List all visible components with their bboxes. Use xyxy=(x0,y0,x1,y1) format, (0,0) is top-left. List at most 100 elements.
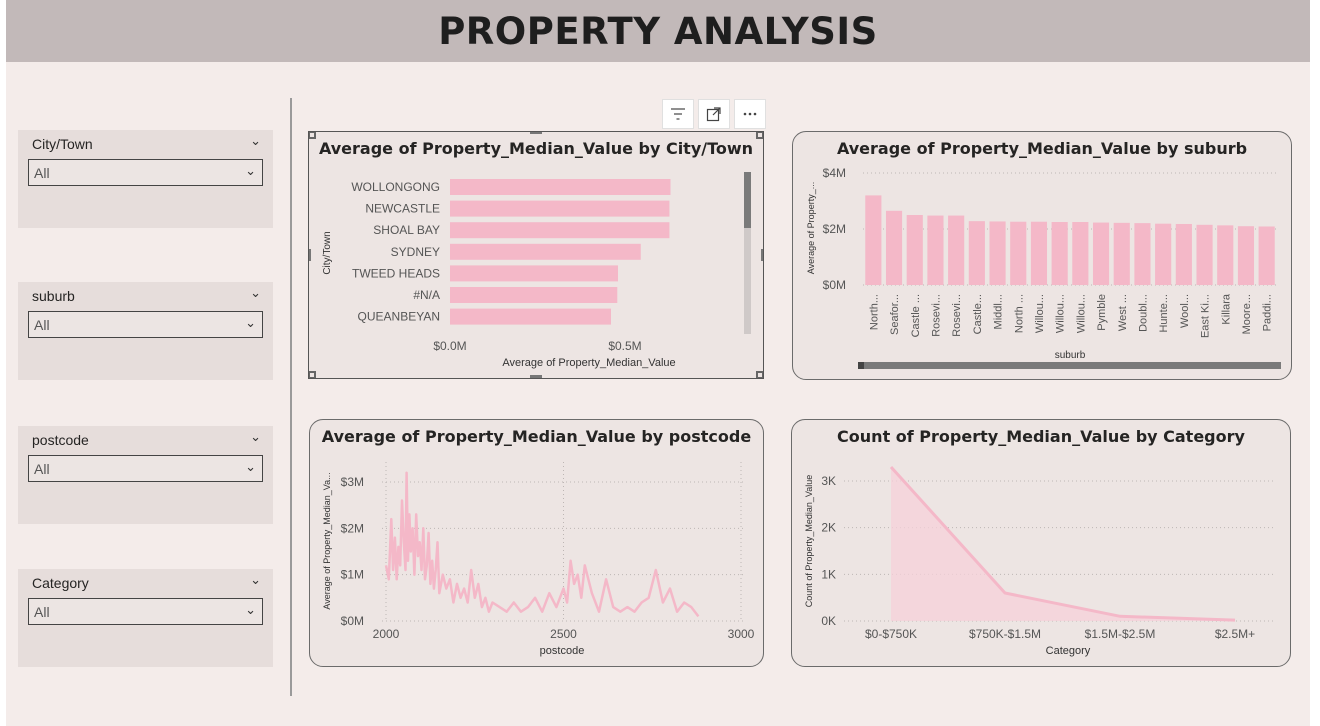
category-label: North ... xyxy=(1013,294,1025,333)
category-label: QUEANBEYAN xyxy=(358,310,440,324)
bar xyxy=(450,265,618,282)
category-label: #N/A xyxy=(413,288,440,302)
dropdown-value: All xyxy=(34,165,50,181)
x-tick-label: 3000 xyxy=(728,627,755,641)
chart-card-city-town[interactable]: Average of Property_Median_Value by City… xyxy=(308,131,764,379)
y-tick-label: 3K xyxy=(821,474,836,488)
page-title: PROPERTY ANALYSIS xyxy=(438,9,878,53)
bar xyxy=(450,287,618,303)
suburb-dropdown[interactable]: All ⌄ xyxy=(28,311,263,338)
category-label: WOLLONGONG xyxy=(351,180,440,194)
slicer-category: Category ⌄ All ⌄ xyxy=(18,569,273,667)
resize-handle xyxy=(756,132,763,139)
chevron-down-icon[interactable]: ⌄ xyxy=(250,430,261,445)
category-label: East Ki... xyxy=(1200,294,1212,338)
bar xyxy=(1134,223,1151,285)
y-axis-title: Average of Property_... xyxy=(806,182,816,274)
category-label: NEWCASTLE xyxy=(365,202,440,216)
x-axis-title: postcode xyxy=(540,645,585,657)
suburb-bar-chart: $0M $2M $4M North... Seafor... Castle ... Rose… xyxy=(806,166,1281,369)
bar xyxy=(948,215,965,285)
slicer-suburb: suburb ⌄ All ⌄ xyxy=(18,282,273,380)
city-town-bar-chart: WOLLONGONG NEWCASTLE SHOAL BAY SYDNEY TWEED … xyxy=(309,132,763,378)
bar xyxy=(450,222,670,239)
chevron-down-icon[interactable]: ⌄ xyxy=(250,286,261,301)
slicer-city-town: City/Town ⌄ All ⌄ xyxy=(18,130,273,228)
bar xyxy=(1155,223,1172,285)
resize-handle xyxy=(309,132,316,139)
x-tick-label: 2000 xyxy=(373,627,400,641)
category-label: Rosevi... xyxy=(930,294,942,337)
y-tick-label: $3M xyxy=(341,475,364,489)
scrollbar-thumb xyxy=(744,172,751,228)
y-tick-label: 2K xyxy=(821,521,836,535)
x-tick-label: $0.0M xyxy=(433,339,466,353)
y-tick-label: $0M xyxy=(341,614,364,628)
scrollbar-handle xyxy=(858,362,864,369)
y-axis-title: Count of Property_Median_Value xyxy=(804,475,814,607)
category-label: SYDNEY xyxy=(391,245,440,259)
chevron-down-icon: ⌄ xyxy=(245,460,256,475)
bar xyxy=(450,308,611,325)
category-label: Willou... xyxy=(1075,294,1087,333)
more-options-icon[interactable] xyxy=(734,99,766,129)
resize-handle xyxy=(530,132,542,134)
filter-icon[interactable] xyxy=(662,99,694,129)
x-axis-title: suburb xyxy=(1055,350,1086,361)
chevron-down-icon[interactable]: ⌄ xyxy=(250,573,261,588)
category-label: SHOAL BAY xyxy=(373,223,440,237)
category-label: $1.5M-$2.5M xyxy=(1085,627,1156,641)
bar xyxy=(1051,222,1068,285)
header-bar: PROPERTY ANALYSIS xyxy=(6,0,1310,62)
bar xyxy=(968,221,985,285)
category-label: Middl... xyxy=(993,294,1005,329)
category-label: $750K-$1.5M xyxy=(969,627,1041,641)
y-axis-title: Average of Property_Median_Va... xyxy=(322,472,332,609)
category-label: $0-$750K xyxy=(865,627,917,641)
chart-title: Count of Property_Median_Value by Catego… xyxy=(837,427,1245,446)
category-label: $2.5M+ xyxy=(1215,627,1255,641)
city-town-dropdown[interactable]: All ⌄ xyxy=(28,159,263,186)
category-label: Castle... xyxy=(972,294,984,334)
chevron-down-icon: ⌄ xyxy=(245,316,256,331)
y-tick-label: $1M xyxy=(341,568,364,582)
x-axis-title: Average of Property_Median_Value xyxy=(502,357,675,369)
series-line xyxy=(384,471,700,618)
bar xyxy=(1217,225,1234,285)
category-label: Hunte... xyxy=(1158,294,1170,333)
bar xyxy=(450,243,641,260)
chevron-down-icon[interactable]: ⌄ xyxy=(250,134,261,149)
bar xyxy=(1237,226,1255,285)
bar xyxy=(450,179,671,195)
y-tick-label: 1K xyxy=(821,567,836,581)
bar xyxy=(989,221,1006,285)
chart-title: Average of Property_Median_Value by subu… xyxy=(836,139,1248,158)
category-label: Pymble xyxy=(1096,294,1108,331)
chart-card-postcode[interactable]: Average of Property_Median_Value by post… xyxy=(309,419,764,667)
scrollbar-thumb xyxy=(858,362,1281,369)
bar xyxy=(1010,221,1027,285)
resize-handle xyxy=(309,249,311,261)
y-tick-label: $2M xyxy=(341,521,364,535)
chart-card-suburb[interactable]: Average of Property_Median_Value by subu… xyxy=(792,131,1292,380)
category-label: Wool... xyxy=(1179,294,1191,328)
y-tick-label: $2M xyxy=(823,222,846,236)
y-tick-label: $0M xyxy=(823,278,846,292)
category-label: Killara xyxy=(1220,293,1232,324)
postcode-line-chart: $0M $1M $2M $3M 2000 2500 3000 postcode Average … xyxy=(322,462,755,657)
slicer-label: suburb xyxy=(32,288,75,304)
x-tick-label: $0.5M xyxy=(608,339,641,353)
visual-header-toolbar xyxy=(662,99,766,129)
slicer-label: postcode xyxy=(32,432,89,448)
category-dropdown[interactable]: All ⌄ xyxy=(28,598,263,625)
chevron-down-icon: ⌄ xyxy=(245,603,256,618)
bar xyxy=(450,200,670,217)
bar xyxy=(1092,222,1110,285)
bar xyxy=(865,195,882,285)
chart-card-category[interactable]: Count of Property_Median_Value by Catego… xyxy=(791,419,1291,667)
resize-handle xyxy=(756,371,763,378)
postcode-dropdown[interactable]: All ⌄ xyxy=(28,455,263,482)
focus-mode-icon[interactable] xyxy=(698,99,730,129)
series-area xyxy=(891,467,1235,621)
dropdown-value: All xyxy=(34,604,50,620)
